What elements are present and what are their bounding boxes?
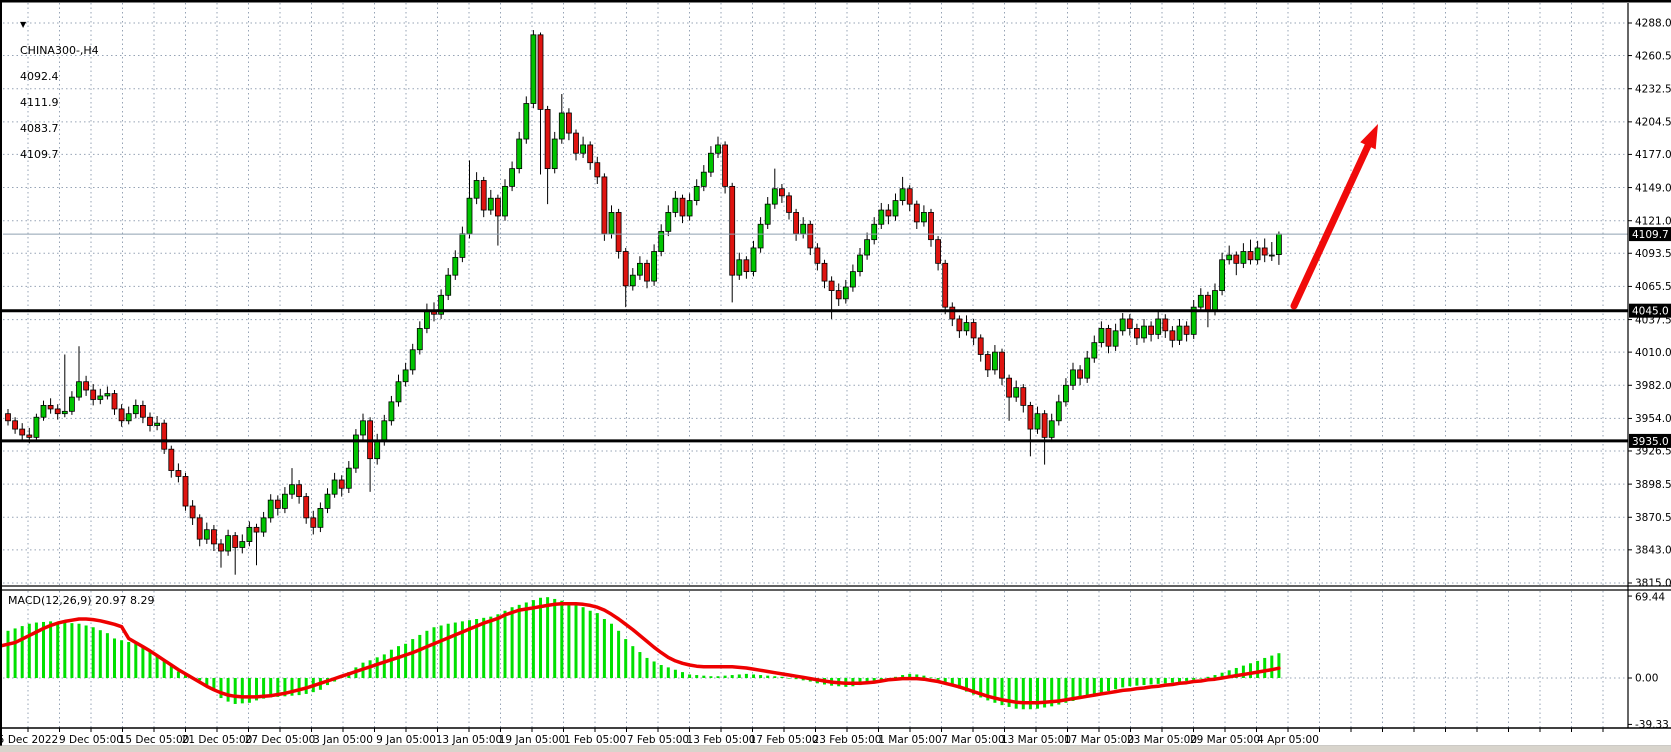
price-tick-label: 4093.5 (1635, 248, 1671, 260)
macd-tick-label: 69.44 (1635, 592, 1665, 604)
candles-layer (5, 30, 1282, 575)
time-tick-label: 27 Dec 05:00 (245, 734, 316, 746)
symbol-marker-icon[interactable]: ▼ (20, 20, 27, 29)
time-tick-label: 17 Mar 05:00 (1064, 734, 1134, 746)
svg-text:4045.0: 4045.0 (1632, 306, 1669, 318)
price-tick-label: 3926.5 (1635, 446, 1671, 458)
price-tick-label: 4260.5 (1635, 50, 1671, 62)
time-tick-label: 23 Feb 05:00 (813, 734, 882, 746)
price-tick-label: 4010.0 (1635, 347, 1671, 359)
svg-text:3935.0: 3935.0 (1632, 436, 1669, 448)
time-tick-label: 1 Feb 05:00 (564, 734, 626, 746)
time-tick-label: 13 Feb 05:00 (687, 734, 756, 746)
time-tick-label: 23 Mar 05:00 (1127, 734, 1197, 746)
time-tick-label: 29 Mar 05:00 (1190, 734, 1260, 746)
bottom-strip (0, 746, 1671, 752)
macd-tick-label: -39.33 (1635, 719, 1669, 731)
price-tick-label: 3843.0 (1635, 545, 1671, 557)
time-tick-label: 4 Apr 05:00 (1257, 734, 1319, 746)
price-tick-label: 4121.0 (1635, 215, 1671, 227)
price-tick-label: 4232.5 (1635, 83, 1671, 95)
time-tick-label: 1 Mar 05:00 (878, 734, 941, 746)
price-axis[interactable]: 4288.0 4260.5 4232.5 4204.5 4177.0 4149.0 4121… (1628, 18, 1671, 731)
price-tick-label: 4065.5 (1635, 281, 1671, 293)
ohlc-high-value: 4111.9 (20, 96, 59, 109)
price-tick-label: 4288.0 (1635, 18, 1671, 30)
ohlc-open-value: 4092.4 (20, 70, 59, 83)
macd-tick-label: 0.00 (1635, 673, 1658, 685)
price-tick-label: 3815.0 (1635, 578, 1671, 590)
ohlc-close-value: 4109.7 (20, 148, 59, 161)
price-tick-label: 3898.5 (1635, 479, 1671, 491)
time-tick-label: 7 Mar 05:00 (941, 734, 1004, 746)
time-tick-label: 17 Feb 05:00 (750, 734, 819, 746)
hline-price-badge: 3935.0 (1629, 433, 1671, 448)
symbol-period-label: CHINA300-,H4 (20, 44, 99, 57)
price-tick-label: 3954.0 (1635, 413, 1671, 425)
price-tick-label: 4177.0 (1635, 149, 1671, 161)
price-tick-label: 4204.5 (1635, 117, 1671, 129)
price-tick-label: 3982.0 (1635, 380, 1671, 392)
macd-histogram (6, 597, 1281, 710)
macd-indicator-label: MACD(12,26,9) 20.97 8.29 (8, 594, 155, 607)
time-tick-label: 13 Jan 05:00 (436, 734, 502, 746)
time-tick-label: 3 Jan 05:00 (313, 734, 373, 746)
price-tick-label: 3870.5 (1635, 512, 1671, 524)
chart-header: ▼ CHINA300-,H4 4092.4 4111.9 4083.7 4109… (6, 5, 99, 174)
macd-signal-line (0, 601, 1281, 705)
time-tick-label: 15 Dec 05:00 (119, 734, 190, 746)
price-tick-label: 4149.0 (1635, 182, 1671, 194)
time-tick-label: 21 Dec 05:00 (182, 734, 253, 746)
time-tick-label: 7 Feb 05:00 (627, 734, 689, 746)
ohlc-low-value: 4083.7 (20, 122, 59, 135)
time-tick-label: 13 Mar 05:00 (1001, 734, 1071, 746)
time-tick-label: 9 Jan 05:00 (376, 734, 436, 746)
time-tick-label: 19 Jan 05:00 (499, 734, 565, 746)
time-tick-label: 5 Dec 2022 (0, 734, 58, 746)
hline-price-badge: 4045.0 (1629, 303, 1671, 318)
trend-arrow[interactable] (1290, 124, 1378, 310)
time-tick-label: 9 Dec 05:00 (59, 734, 123, 746)
current-price-badge: 4109.7 (1629, 227, 1671, 242)
svg-text:4109.7: 4109.7 (1632, 229, 1669, 241)
